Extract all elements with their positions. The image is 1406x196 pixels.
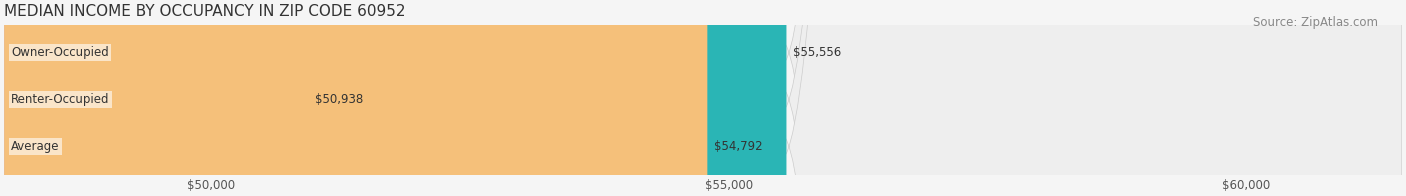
Text: $54,792: $54,792 [714,140,763,153]
Text: MEDIAN INCOME BY OCCUPANCY IN ZIP CODE 60952: MEDIAN INCOME BY OCCUPANCY IN ZIP CODE 6… [4,4,406,19]
Text: Source: ZipAtlas.com: Source: ZipAtlas.com [1253,16,1378,29]
FancyBboxPatch shape [4,0,786,196]
FancyBboxPatch shape [0,0,626,196]
Text: Owner-Occupied: Owner-Occupied [11,46,108,59]
FancyBboxPatch shape [4,0,1402,196]
FancyBboxPatch shape [4,0,1402,196]
Text: Average: Average [11,140,59,153]
FancyBboxPatch shape [4,0,707,196]
Text: Renter-Occupied: Renter-Occupied [11,93,110,106]
Text: $55,556: $55,556 [793,46,842,59]
FancyBboxPatch shape [4,0,1402,196]
Text: $50,938: $50,938 [315,93,364,106]
